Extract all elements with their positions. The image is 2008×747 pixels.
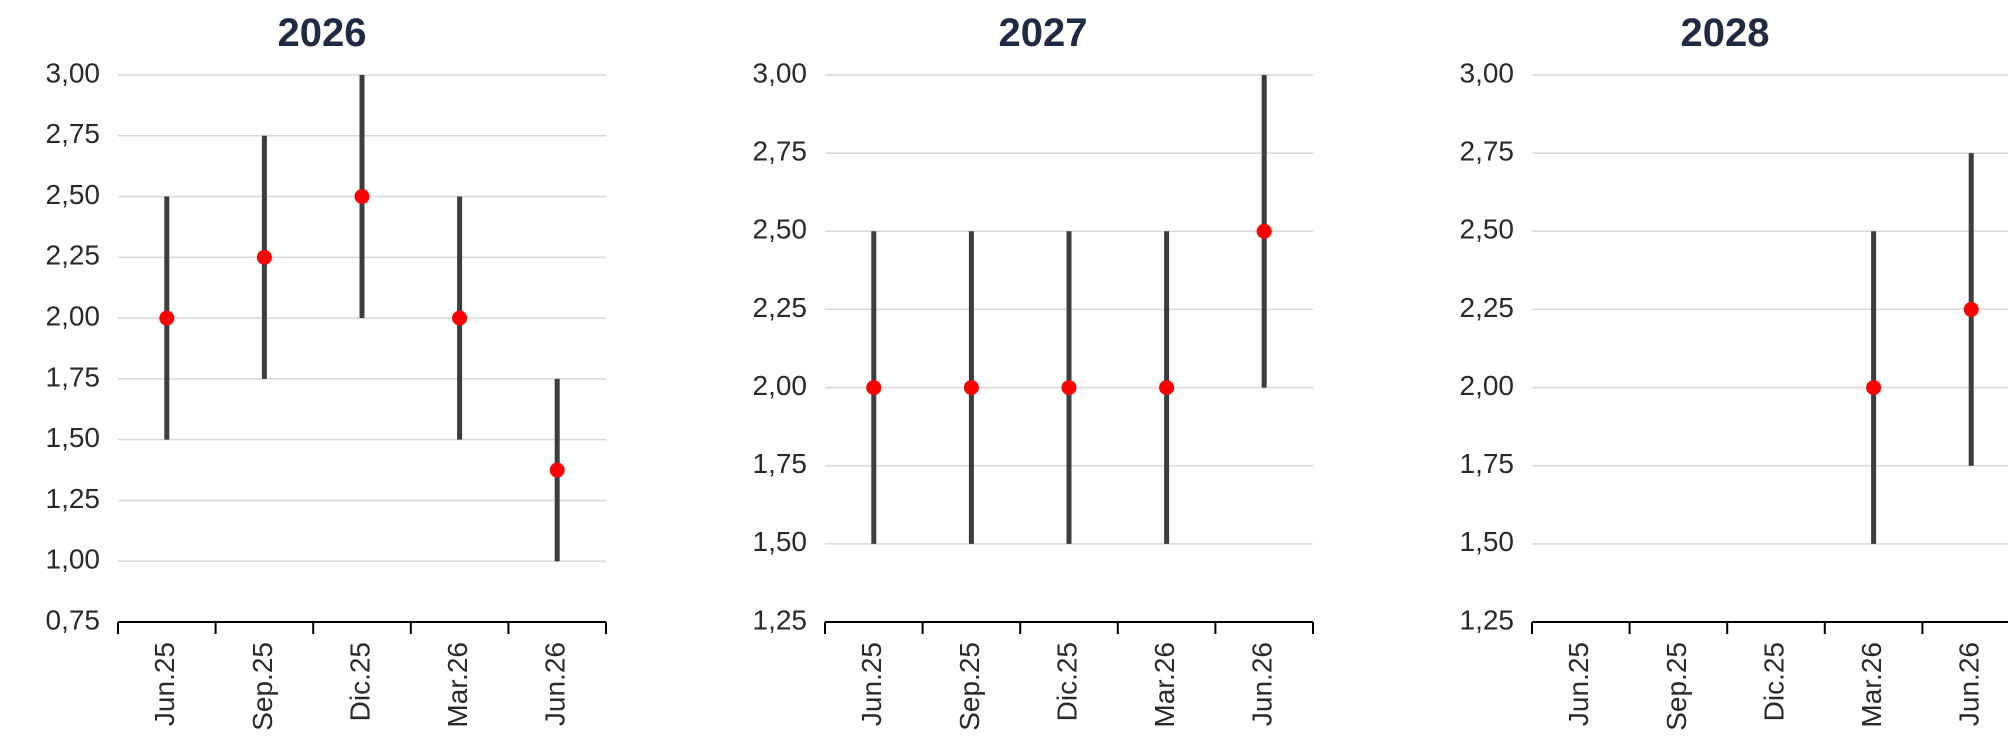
y-tick-label: 2,50: [46, 179, 101, 210]
y-tick-label: 1,50: [46, 422, 101, 453]
x-tick-label: Mar.26: [1149, 642, 1180, 728]
y-tick-label: 2,75: [1460, 136, 1515, 167]
x-tick-label: Mar.26: [1856, 642, 1887, 728]
y-tick-label: 2,50: [753, 214, 808, 245]
median-point: [1963, 301, 1979, 317]
y-tick-label: 2,75: [46, 118, 101, 149]
x-tick-label: Jun.25: [856, 642, 887, 726]
x-tick-label: Mar.26: [442, 642, 473, 728]
median-point: [1061, 380, 1077, 396]
x-tick-label: Jun.26: [1954, 642, 1985, 726]
y-tick-label: 1,75: [753, 448, 808, 479]
y-tick-label: 1,50: [1460, 526, 1515, 557]
x-tick-label: Dic.25: [344, 642, 375, 721]
x-tick-label: Jun.26: [1247, 642, 1278, 726]
y-tick-label: 2,00: [46, 301, 101, 332]
chart-panel-2026: 2026 0,75 1,00 1,25 1,50 1,75 2,00 2,25 2,50 2,75…: [46, 11, 607, 731]
y-tick-label: 2,25: [753, 292, 808, 323]
chart-panel-2027: 2027 1,25 1,50 1,75 2,00 2,25 2,50 2,75 3,00 Jun.…: [753, 11, 1314, 731]
x-tick-label: Sep.25: [954, 642, 985, 731]
median-point: [354, 189, 370, 205]
y-tick-label: 2,25: [46, 240, 101, 271]
median-point: [1159, 380, 1175, 396]
x-tick-label: Sep.25: [247, 642, 278, 731]
median-point: [549, 462, 565, 478]
y-tick-label: 3,00: [46, 57, 101, 88]
median-point: [256, 249, 272, 265]
y-tick-label: 2,00: [753, 370, 808, 401]
x-tick-label: Dic.25: [1758, 642, 1789, 721]
chart-panel-2028: 2028 1,25 1,50 1,75 2,00 2,25 2,50 2,75 3,00 Jun.…: [1460, 11, 2008, 731]
median-point: [963, 380, 979, 396]
y-tick-label: 1,75: [1460, 448, 1515, 479]
chart-title: 2027: [999, 11, 1088, 55]
y-tick-label: 1,25: [46, 483, 101, 514]
y-tick-label: 1,50: [753, 526, 808, 557]
x-tick-label: Sep.25: [1661, 642, 1692, 731]
x-tick-label: Jun.26: [540, 642, 571, 726]
y-tick-label: 0,75: [46, 604, 101, 635]
median-point: [159, 310, 175, 326]
y-tick-label: 1,25: [753, 604, 808, 635]
x-tick-label: Dic.25: [1051, 642, 1082, 721]
median-point: [452, 310, 468, 326]
y-tick-label: 3,00: [753, 57, 808, 88]
x-tick-label: Jun.25: [149, 642, 180, 726]
median-point: [866, 380, 882, 396]
y-tick-label: 2,50: [1460, 214, 1515, 245]
y-tick-label: 2,00: [1460, 370, 1515, 401]
y-tick-label: 3,00: [1460, 57, 1515, 88]
chart-title: 2028: [1681, 11, 1770, 55]
y-tick-label: 1,00: [46, 544, 101, 575]
x-tick-label: Jun.25: [1563, 642, 1594, 726]
median-point: [1866, 380, 1882, 396]
y-tick-label: 2,75: [753, 136, 808, 167]
chart-title: 2026: [278, 11, 367, 55]
y-tick-label: 1,25: [1460, 604, 1515, 635]
y-tick-label: 2,25: [1460, 292, 1515, 323]
y-tick-label: 1,75: [46, 361, 101, 392]
median-point: [1256, 223, 1272, 239]
